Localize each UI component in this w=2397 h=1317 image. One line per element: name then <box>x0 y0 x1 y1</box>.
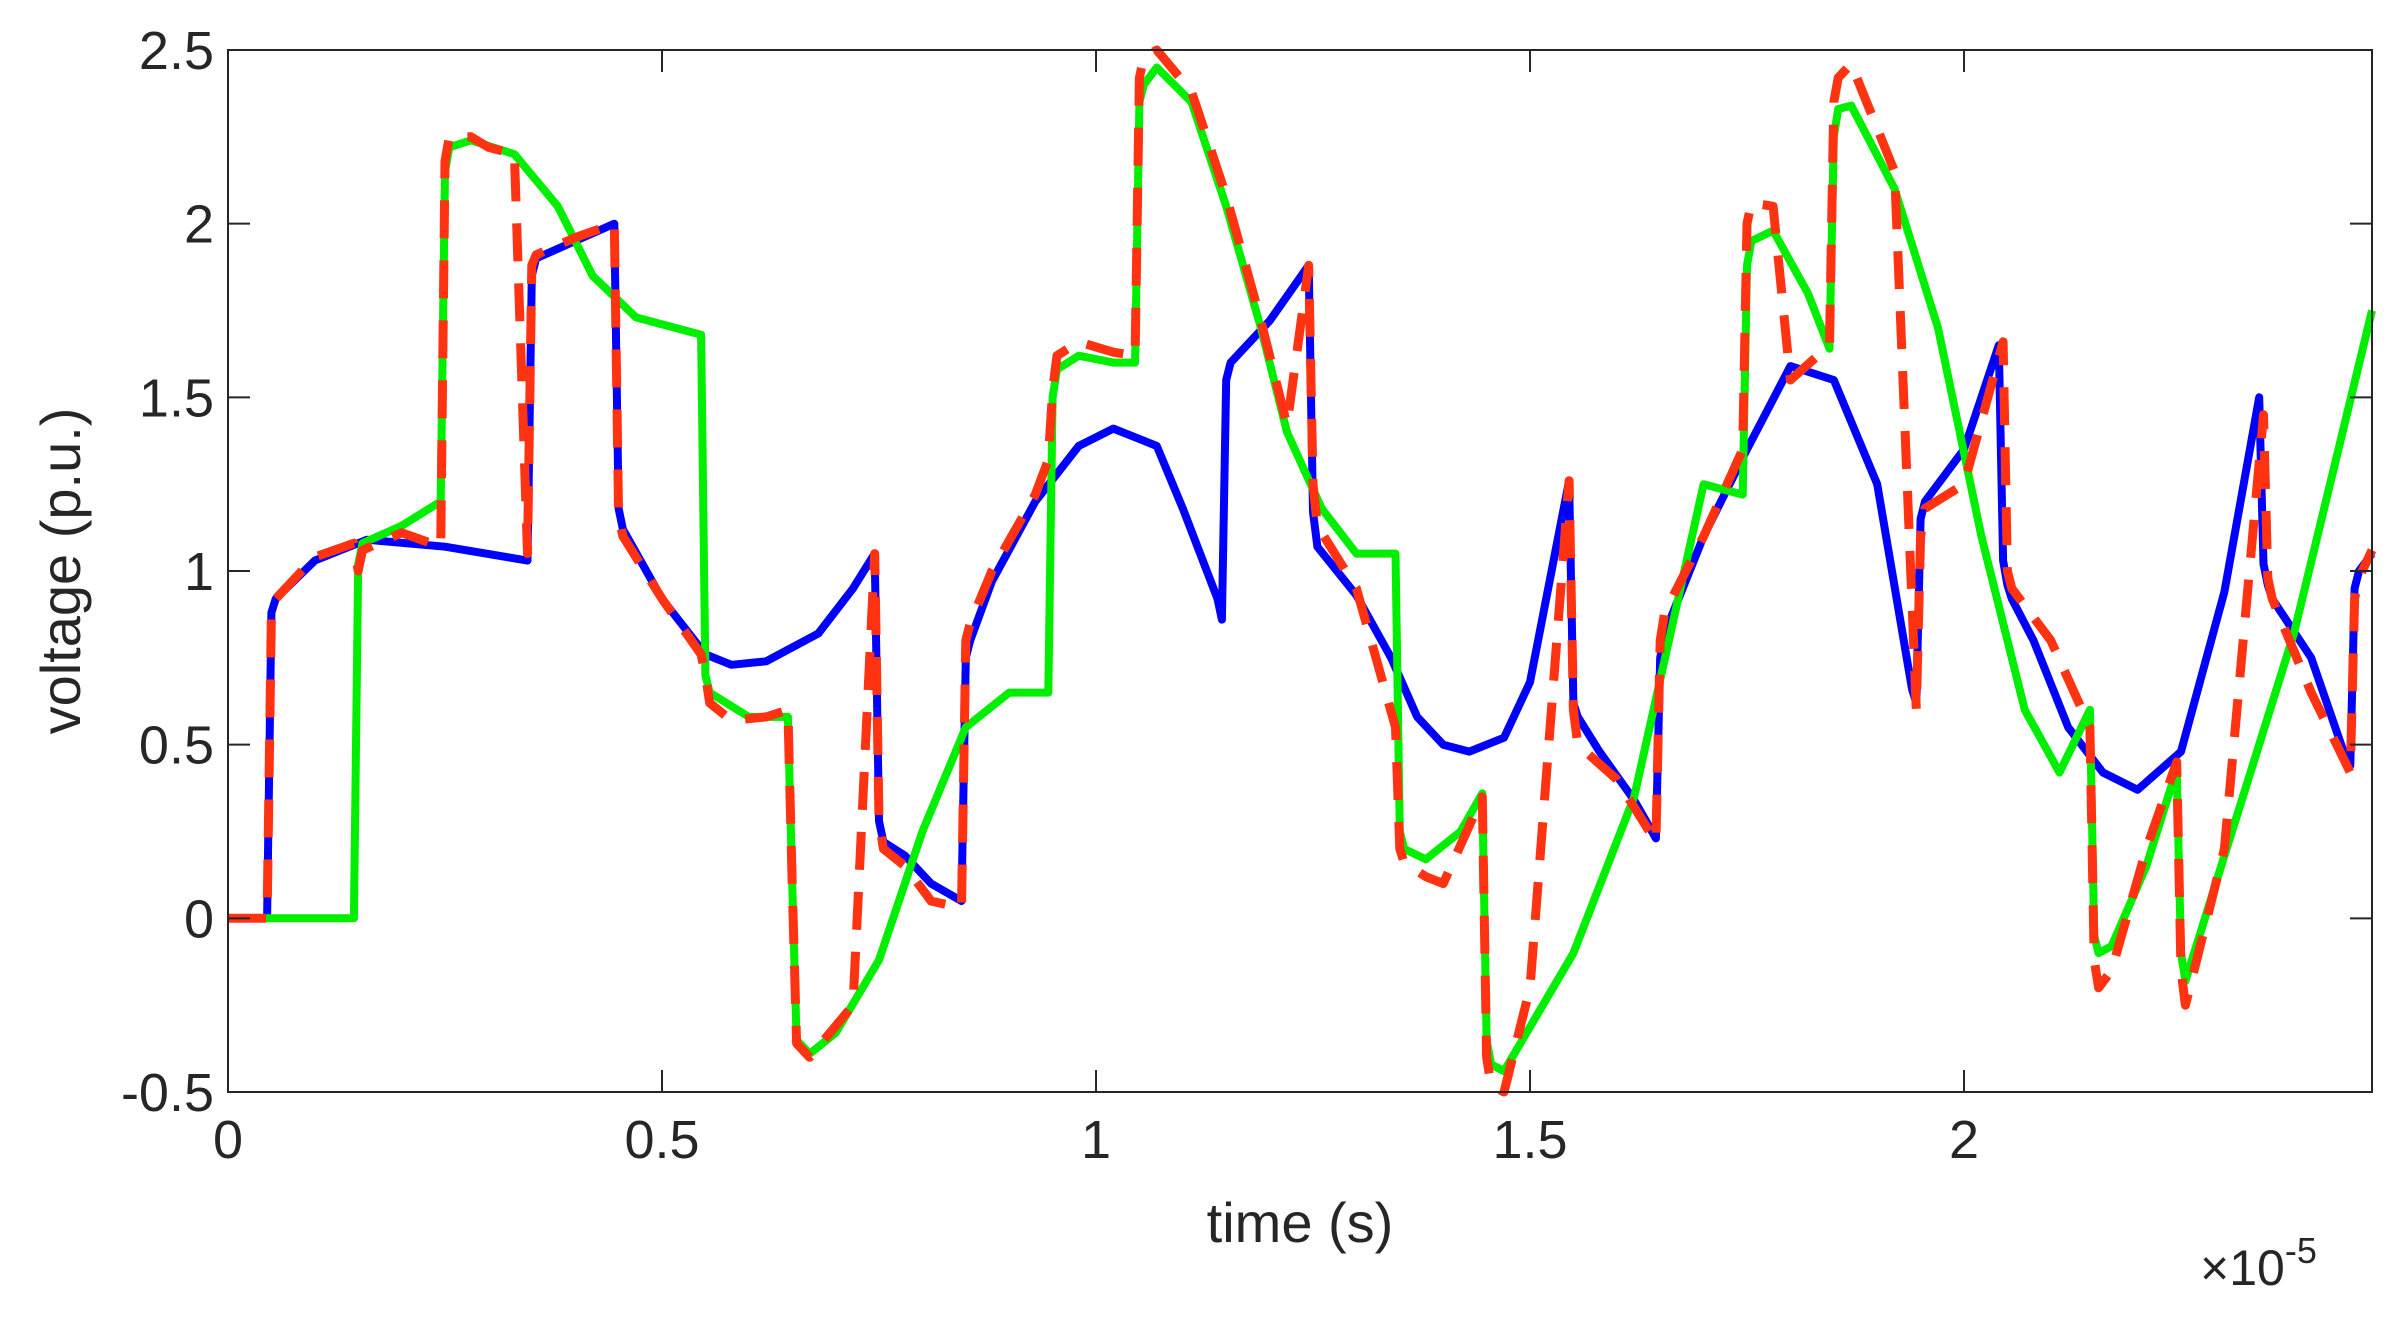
y-axis-label: voltage (p.u.) <box>29 408 92 735</box>
x-scale-base: ×10 <box>2200 1240 2285 1296</box>
x-tick-label: 1.5 <box>1492 1110 1567 1170</box>
y-tick-label: 1.5 <box>139 368 214 428</box>
series-line-2 <box>228 63 2376 1076</box>
x-tick-label: 2 <box>1949 1110 1979 1170</box>
series-line-3 <box>228 45 2377 1097</box>
series-layer <box>228 45 2377 1097</box>
tick-layer: 0 0.5 1 1.5 2-0.500.511.522.5 <box>121 21 2372 1170</box>
y-tick-label: 0 <box>184 889 214 949</box>
x-tick-label: 1 <box>1081 1110 1111 1170</box>
y-tick-label: 0.5 <box>139 716 214 776</box>
y-tick-label: 1 <box>184 542 214 602</box>
x-tick-label: 0.5 <box>624 1110 699 1170</box>
x-scale-label: ×10-5 <box>2200 1230 2317 1296</box>
y-tick-label: -0.5 <box>121 1063 214 1123</box>
series-line-1 <box>228 219 2376 923</box>
x-axis-label: time (s) <box>1207 1191 1394 1254</box>
y-tick-label: 2.5 <box>139 21 214 81</box>
x-scale-exponent: -5 <box>2285 1230 2317 1271</box>
x-tick-label: 0 <box>213 1110 243 1170</box>
y-tick-label: 2 <box>184 195 214 255</box>
